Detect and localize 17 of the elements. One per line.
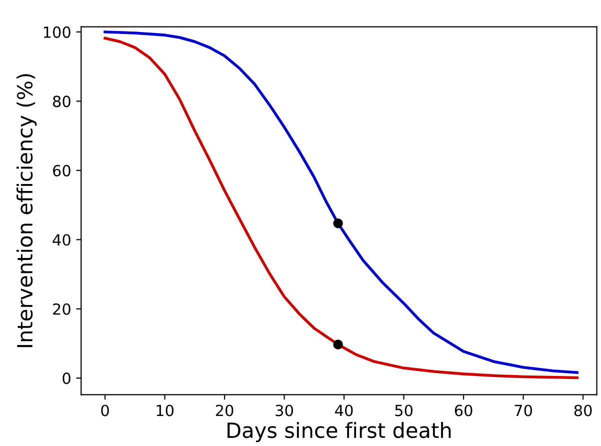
x-axis-title: Days since first death: [228, 422, 451, 442]
y-axis-title: Intervention efficiency (%): [16, 74, 37, 348]
y-tick-label: 80: [53, 96, 70, 108]
y-tick-label: 20: [53, 303, 70, 315]
x-tick-label: 10: [156, 404, 174, 416]
y-tick-label: 60: [53, 164, 70, 176]
x-tick-label: 30: [276, 404, 293, 416]
y-tick-label: 0: [62, 372, 70, 384]
x-tick-label: 20: [216, 404, 234, 416]
x-tick-label: 0: [101, 404, 109, 416]
x-tick-label: 40: [335, 404, 353, 416]
x-tick-label: 80: [574, 404, 592, 416]
x-tick-label: 60: [454, 404, 472, 416]
y-tick-label: 100: [44, 26, 70, 38]
x-tick-label: 70: [514, 404, 532, 416]
x-tick-label: 50: [395, 404, 412, 416]
y-tick-label: 40: [52, 234, 70, 246]
